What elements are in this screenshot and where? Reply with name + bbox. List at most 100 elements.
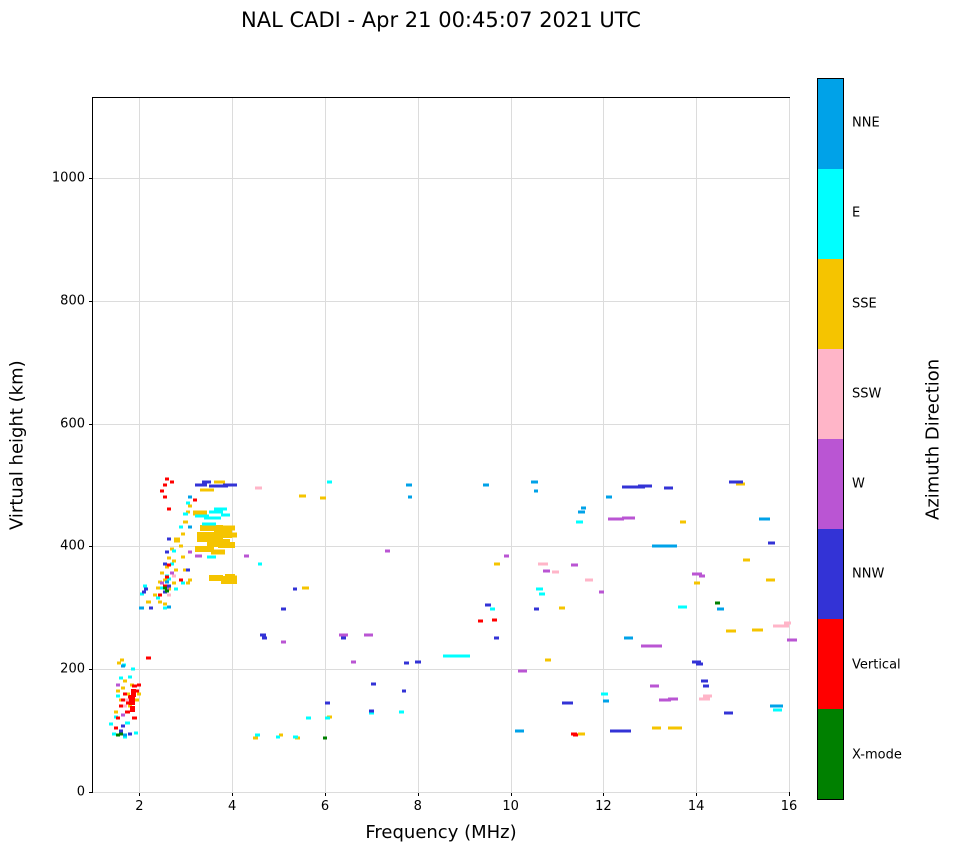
data-point-sse (174, 537, 180, 543)
data-point-nnw (141, 590, 146, 594)
data-point-sse (278, 733, 284, 737)
grid-line-vertical (325, 98, 326, 792)
data-point-nne (167, 605, 172, 609)
data-point-vertical (167, 563, 172, 567)
data-point-vertical (164, 477, 170, 481)
data-point-e (306, 716, 312, 720)
data-point-w (691, 572, 702, 576)
data-point-e (325, 716, 330, 720)
data-point-w (164, 587, 170, 591)
colorbar-segment-vertical (818, 619, 843, 709)
data-point-w (517, 669, 527, 673)
colorbar-entry-label: NNW (852, 566, 885, 582)
data-point-w (350, 660, 357, 664)
data-point-e (178, 525, 183, 529)
x-tick-mark (696, 792, 698, 796)
data-point-nne (603, 699, 609, 703)
colorbar-segment-x-mode (818, 709, 843, 799)
data-point-w (649, 684, 660, 688)
data-point-e (772, 708, 783, 712)
data-point-e (111, 732, 116, 736)
data-point-vertical (162, 495, 167, 499)
data-point-w (598, 590, 605, 594)
data-point-sse (153, 593, 158, 597)
data-point-vertical (131, 688, 136, 697)
data-point-nnw (691, 660, 701, 664)
x-tick-mark (789, 792, 790, 796)
data-point-x-mode (116, 733, 121, 737)
data-point-sse (679, 520, 686, 524)
data-point-sse (253, 736, 258, 740)
data-point-e (195, 514, 209, 518)
data-point-sse (119, 658, 125, 662)
data-point-e (461, 654, 471, 658)
data-point-vertical (113, 726, 119, 729)
data-point-ssw (171, 574, 177, 578)
colorbar (817, 78, 844, 800)
x-tick-label: 10 (502, 799, 519, 814)
data-point-sse (577, 732, 585, 736)
data-point-e (162, 606, 167, 610)
data-point-nnw (127, 732, 132, 736)
y-tick-mark (89, 177, 93, 179)
data-point-e (452, 654, 463, 658)
y-tick-mark (89, 669, 93, 671)
grid-line-vertical (603, 98, 605, 792)
grid-line-vertical (139, 98, 141, 792)
colorbar-entry-label: SSW (852, 386, 882, 402)
data-point-sse (494, 562, 500, 566)
data-point-sse (751, 628, 764, 632)
data-point-vertical (129, 694, 135, 705)
data-point-sse (765, 578, 776, 582)
data-point-sse (137, 692, 142, 696)
data-point-e (181, 581, 186, 585)
data-point-e (169, 562, 174, 566)
data-point-nnw (195, 483, 207, 487)
data-point-e (131, 667, 136, 671)
data-point-sse (188, 578, 193, 581)
data-point-sse (229, 575, 237, 579)
x-tick-mark (325, 792, 326, 796)
data-point-e (443, 654, 453, 658)
colorbar-title: Azimuth Direction (922, 358, 944, 520)
data-point-sse (134, 698, 139, 702)
data-point-e (539, 592, 545, 596)
y-axis-label: Virtual height (km) (6, 360, 28, 530)
data-point-e (276, 735, 280, 739)
colorbar-entry-label: E (852, 205, 861, 221)
data-point-e (174, 587, 179, 591)
data-point-w (698, 574, 706, 578)
data-point-e (109, 722, 114, 726)
data-point-e (127, 675, 132, 679)
data-point-e (489, 607, 496, 611)
data-point-sse (197, 532, 223, 543)
y-tick-label: 0 (76, 784, 85, 800)
data-point-nnw (724, 711, 734, 715)
data-point-e (155, 596, 160, 600)
data-point-sse (545, 658, 551, 662)
y-tick-label: 1000 (51, 170, 85, 186)
data-point-sse (174, 568, 179, 572)
data-point-nnw (164, 550, 170, 554)
data-point-sse (225, 573, 235, 578)
colorbar-entry-label: SSE (852, 296, 877, 312)
data-point-sse (559, 606, 565, 610)
data-point-e (601, 692, 609, 696)
data-point-w (338, 633, 349, 637)
x-tick-label: 16 (780, 799, 798, 814)
data-point-sse (327, 715, 332, 719)
data-point-ssw (584, 578, 594, 582)
data-point-nnw (144, 587, 149, 591)
data-point-nne (581, 506, 586, 510)
data-point-vertical (118, 704, 123, 708)
x-tick-mark (510, 792, 512, 796)
x-tick-label: 4 (228, 799, 237, 814)
data-point-sse (146, 600, 151, 604)
data-point-nnw (222, 483, 237, 487)
data-point-w (570, 563, 578, 567)
data-point-e (399, 710, 404, 714)
data-point-sse (199, 524, 223, 531)
data-point-nnw (292, 587, 298, 591)
data-point-vertical (125, 710, 130, 714)
